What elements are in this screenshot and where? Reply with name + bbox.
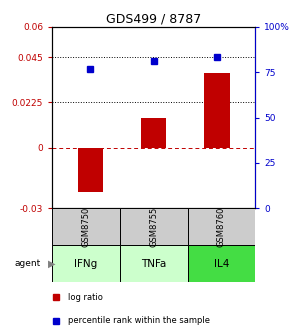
Bar: [141, 118, 166, 148]
Text: TNFa: TNFa: [141, 259, 166, 269]
Bar: [77, 148, 103, 192]
Text: IL4: IL4: [214, 259, 229, 269]
Text: GSM8755: GSM8755: [149, 207, 158, 247]
Text: IFNg: IFNg: [75, 259, 98, 269]
Text: log ratio: log ratio: [68, 293, 103, 302]
Bar: [52, 245, 120, 282]
Bar: [204, 73, 230, 148]
Text: GSM8760: GSM8760: [217, 207, 226, 247]
Text: ▶: ▶: [48, 259, 56, 269]
Text: agent: agent: [15, 259, 41, 268]
Bar: [52, 208, 120, 245]
Title: GDS499 / 8787: GDS499 / 8787: [106, 13, 201, 26]
Bar: [188, 245, 255, 282]
Bar: [120, 245, 188, 282]
Bar: [188, 208, 255, 245]
Bar: [120, 208, 188, 245]
Text: GSM8750: GSM8750: [81, 207, 90, 247]
Text: percentile rank within the sample: percentile rank within the sample: [68, 317, 211, 326]
